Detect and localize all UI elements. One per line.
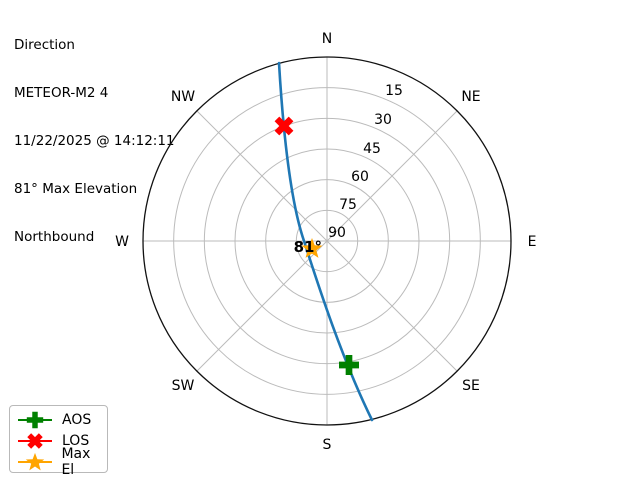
legend-item-max-el: Max El (14, 446, 107, 478)
pass-info-satellite: METEOR-M2 4 (14, 85, 109, 101)
los-x-icon (18, 432, 52, 449)
aos-plus-icon (339, 355, 359, 375)
los-x-icon (274, 116, 294, 136)
compass-label-w: W (115, 234, 129, 250)
legend: AOS LOS Max El (9, 405, 108, 478)
elevation-tick-30: 30 (374, 112, 392, 128)
elevation-tick-90: 90 (328, 225, 346, 241)
horizon-circle (142, 56, 512, 426)
legend-label-los: LOS (62, 432, 90, 449)
elevation-tick-60: 60 (351, 169, 369, 185)
pass-info-datetime: 11/22/2025 @ 14:12:11 (14, 133, 175, 149)
legend-item-los: LOS (14, 430, 107, 451)
compass-label-e: E (528, 234, 537, 250)
pass-info-direction: Direction (14, 37, 75, 53)
legend-label-aos: AOS (62, 411, 92, 428)
compass-label-sw: SW (172, 378, 195, 394)
elevation-tick-45: 45 (363, 141, 381, 157)
elevation-tick-75: 75 (339, 197, 357, 213)
legend-label-max-el: Max El (61, 445, 91, 478)
azimuth-spoke-nw-se (196, 110, 458, 372)
compass-label-ne: NE (461, 89, 480, 105)
aos-plus-icon (18, 411, 52, 428)
elevation-tick-15: 15 (385, 83, 403, 99)
pass-info: Direction METEOR-M2 4 11/22/2025 @ 14:12… (14, 5, 175, 277)
max-el-annotation: 81° (294, 238, 322, 256)
compass-label-nw: NW (171, 89, 195, 105)
legend-item-aos: AOS (14, 409, 107, 430)
compass-label-se: SE (462, 378, 480, 394)
max-el-star-icon (18, 452, 52, 470)
pass-info-heading: Northbound (14, 229, 95, 245)
max-el-star-icon (301, 238, 323, 258)
pass-info-max-elevation: 81° Max Elevation (14, 181, 138, 197)
compass-label-n: N (322, 31, 332, 47)
compass-label-s: S (323, 437, 332, 453)
